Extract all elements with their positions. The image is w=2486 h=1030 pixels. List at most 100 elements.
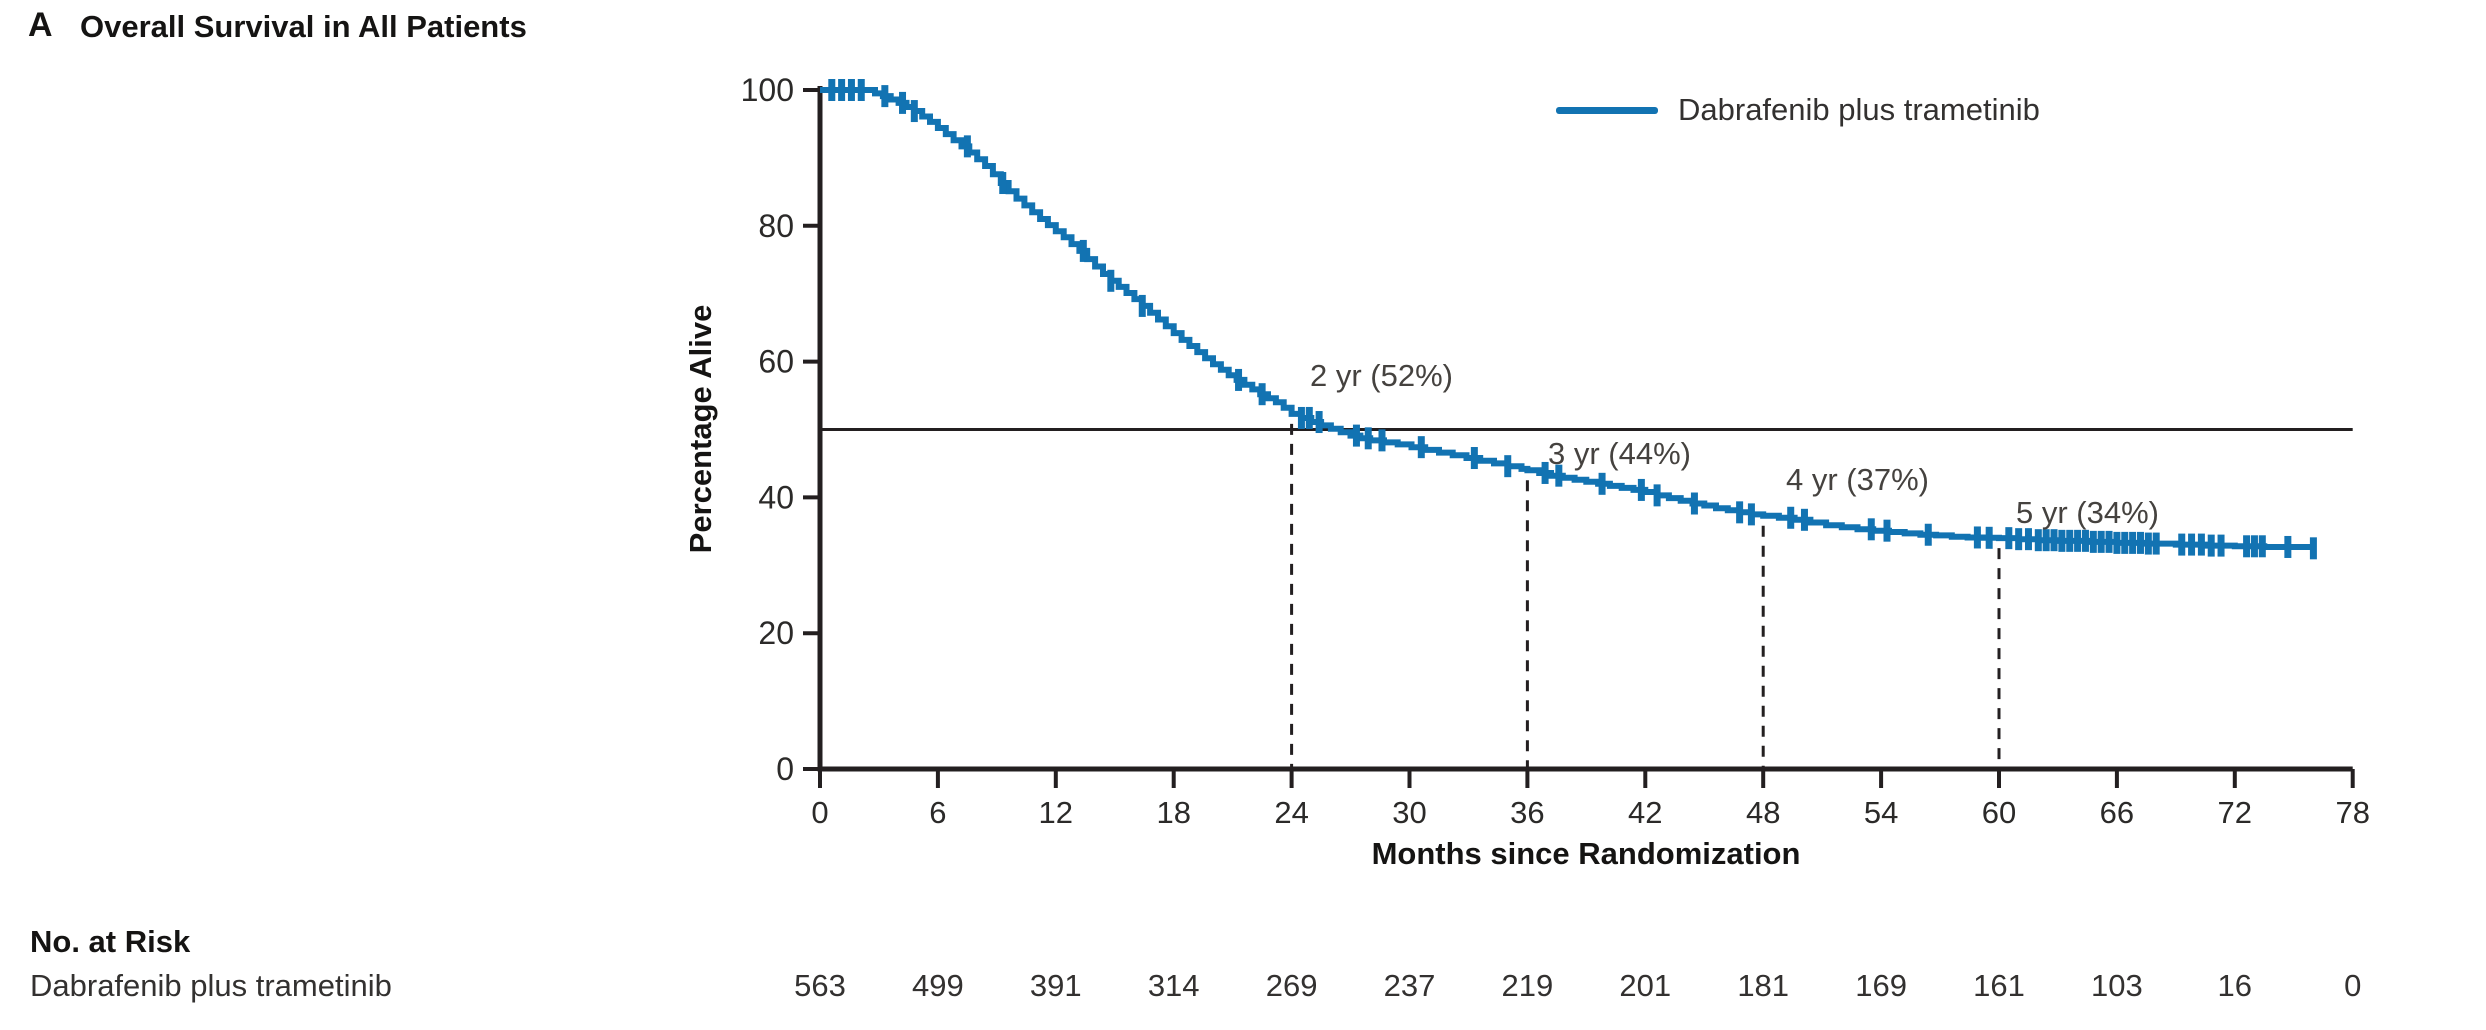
risk-count-month-30: 237	[1383, 968, 1436, 1003]
risk-count-month-42: 201	[1619, 968, 1672, 1003]
risk-count-month-12: 391	[1029, 968, 1082, 1003]
x-axis-title: Months since Randomization	[1371, 836, 1801, 871]
censor-tick	[2178, 533, 2186, 556]
censor-tick	[1378, 429, 1386, 452]
risk-count-month-54: 169	[1855, 968, 1907, 1003]
y-tick-label-0: 0	[776, 751, 794, 787]
censor-tick	[2197, 533, 2205, 556]
censor-tick	[1504, 455, 1512, 478]
x-tick-label-72: 72	[2218, 795, 2252, 830]
censor-tick	[2188, 533, 2196, 556]
censor-tick	[2309, 537, 2317, 560]
risk-table-header: No. at Risk	[30, 924, 191, 959]
censor-tick	[1352, 424, 1360, 447]
censor-tick	[2015, 528, 2023, 551]
legend-label: Dabrafenib plus trametinib	[1678, 92, 2040, 127]
censor-tick	[1470, 447, 1478, 470]
censor-tick	[2284, 535, 2292, 558]
censor-tick	[2136, 531, 2144, 554]
censor-tick	[1235, 368, 1243, 391]
censor-tick	[1364, 427, 1372, 450]
censor-tick	[1315, 411, 1323, 434]
x-tick-label-60: 60	[1982, 795, 2016, 830]
x-tick-label-6: 6	[929, 795, 946, 830]
censor-tick	[828, 79, 836, 101]
risk-count-month-18: 314	[1147, 968, 1200, 1003]
censor-tick	[1883, 519, 1891, 542]
censor-tick	[1867, 518, 1875, 541]
risk-count-month-78: 0	[2344, 968, 2362, 1003]
censor-tick	[2144, 532, 2152, 555]
censor-tick	[2113, 531, 2121, 554]
annotation-2yr: 2 yr (52%)	[1310, 358, 1453, 393]
censor-tick	[1637, 478, 1645, 501]
y-tick-label-40: 40	[758, 479, 794, 515]
censor-tick	[847, 79, 855, 101]
censor-tick	[2097, 530, 2105, 553]
censor-tick	[899, 91, 907, 114]
censor-tick	[1690, 492, 1698, 515]
risk-count-month-66: 103	[2091, 968, 2143, 1003]
censor-tick	[2042, 529, 2050, 552]
x-tick-label-36: 36	[1510, 795, 1544, 830]
censor-tick	[857, 79, 865, 101]
censor-tick	[910, 100, 918, 123]
x-tick-label-0: 0	[811, 795, 828, 830]
censor-tick	[2217, 534, 2225, 557]
censor-tick	[2152, 532, 2160, 555]
censor-tick	[1258, 383, 1266, 406]
censor-tick	[2207, 534, 2215, 557]
censor-tick	[1107, 269, 1115, 292]
censor-tick	[2121, 531, 2129, 554]
censor-tick	[1747, 503, 1755, 526]
risk-count-month-6: 499	[912, 968, 964, 1003]
censor-tick	[2050, 529, 2058, 552]
censor-tick	[1138, 294, 1146, 317]
censor-tick	[1541, 461, 1549, 484]
censor-tick	[2129, 531, 2137, 554]
risk-count-month-0: 563	[794, 968, 846, 1003]
censor-tick	[2105, 530, 2113, 553]
risk-count-month-24: 269	[1265, 968, 1318, 1003]
censor-tick	[1924, 523, 1932, 546]
censor-tick	[2089, 530, 2097, 553]
censor-tick	[963, 135, 971, 158]
y-tick-label-20: 20	[758, 615, 794, 651]
censor-tick	[1555, 464, 1563, 487]
censor-tick	[2250, 535, 2258, 558]
censor-tick	[2074, 529, 2082, 552]
y-axis-title: Percentage Alive	[683, 304, 718, 554]
x-tick-label-30: 30	[1392, 795, 1426, 830]
risk-row-label: Dabrafenib plus trametinib	[30, 968, 392, 1003]
x-tick-label-18: 18	[1156, 795, 1190, 830]
x-tick-label-42: 42	[1628, 795, 1662, 830]
censor-tick	[1973, 526, 1981, 549]
censor-tick	[1297, 406, 1305, 429]
censor-tick	[2058, 529, 2066, 552]
censor-tick	[1417, 436, 1425, 459]
censor-tick	[1079, 239, 1087, 262]
censor-tick	[1800, 508, 1808, 531]
censor-tick	[1787, 506, 1795, 529]
censor-tick	[2024, 528, 2032, 551]
censor-tick	[1598, 472, 1606, 495]
censor-tick	[1985, 526, 1993, 549]
censor-tick	[2243, 535, 2251, 558]
x-tick-label-48: 48	[1746, 795, 1780, 830]
risk-count-month-60: 161	[1973, 968, 2025, 1003]
annotation-3yr: 3 yr (44%)	[1548, 436, 1691, 471]
censor-tick	[2066, 529, 2074, 552]
censor-tick	[881, 85, 889, 108]
risk-count-month-36: 219	[1501, 968, 1554, 1003]
x-tick-label-54: 54	[1864, 795, 1898, 830]
x-tick-label-12: 12	[1039, 795, 1073, 830]
risk-count-month-48: 181	[1737, 968, 1790, 1003]
y-tick-label-80: 80	[758, 208, 794, 244]
y-tick-label-100: 100	[741, 72, 794, 108]
risk-count-month-72: 16	[2217, 968, 2253, 1003]
km-curve	[820, 87, 2317, 550]
y-tick-label-60: 60	[758, 344, 794, 380]
legend: Dabrafenib plus trametinib	[1556, 92, 2040, 128]
